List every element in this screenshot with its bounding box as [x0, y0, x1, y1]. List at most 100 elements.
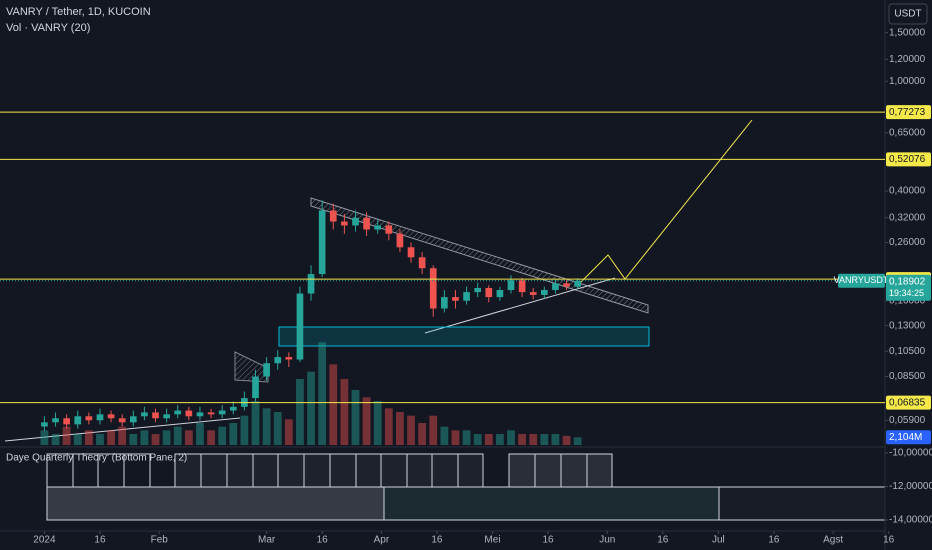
currency[interactable]: USDT: [894, 9, 921, 20]
x-tick-label: Agst: [823, 535, 843, 546]
y-tick-label: 0,05900: [889, 415, 926, 426]
volume-bar: [551, 434, 560, 445]
bottom-pane: [0, 446, 932, 521]
y-tick-label: -10,00000: [889, 448, 932, 459]
x-tick-label: 16: [431, 535, 443, 546]
volume-bar: [518, 434, 527, 445]
currency-button[interactable]: [888, 3, 928, 25]
volume-bar: [429, 415, 438, 445]
volume-bar: [162, 430, 171, 445]
x-tick-label: 16: [317, 535, 329, 546]
box: [406, 453, 433, 488]
candle-body: [563, 283, 570, 287]
y-tick-label: 0,26000: [889, 237, 926, 248]
volume-bar: [262, 408, 271, 445]
candle-body: [341, 221, 348, 226]
candle-body: [518, 280, 526, 293]
candle-body: [85, 416, 93, 421]
projection: [577, 119, 753, 286]
candle-body: [41, 422, 48, 427]
volume-bar: [229, 423, 238, 445]
candle-body: [296, 293, 304, 360]
candle-body: [274, 357, 282, 364]
level-tag: [886, 105, 931, 120]
candle-body: [218, 410, 226, 415]
y-tick-label: 0,13000: [889, 320, 926, 331]
flag: [234, 351, 269, 383]
volume-bar: [284, 419, 293, 445]
volume-bar: [73, 434, 82, 445]
box: [329, 453, 357, 488]
symbol-label: VANRYUSDT: [834, 275, 889, 285]
trend-line: [4, 417, 241, 442]
candle-body: [352, 217, 359, 226]
y-tick-label: 1,00000: [889, 76, 926, 87]
x-tick-label: Jul: [712, 535, 725, 546]
volume-bar: [484, 434, 493, 445]
quarter-box: [383, 486, 720, 521]
volume-bar: [507, 430, 515, 445]
volume-bar: [51, 434, 60, 445]
x-tick-label: 2024: [33, 535, 56, 546]
candle-body: [507, 280, 515, 291]
box: [534, 453, 562, 488]
y-tick-label: 0,08500: [889, 371, 926, 382]
x-tick-label: Mar: [258, 535, 276, 546]
volume-bar: [40, 430, 49, 445]
quarter-box: [718, 486, 886, 521]
candle-body: [529, 292, 537, 295]
candle-body: [418, 257, 426, 269]
volume-bar: [451, 430, 460, 445]
candle-body: [485, 287, 493, 298]
volume-bar: [84, 430, 93, 445]
countdown: 19:34:25: [889, 288, 924, 298]
candle-body: [263, 363, 270, 377]
box: [355, 453, 382, 488]
volume-bar: [396, 412, 404, 445]
volume-bar: [62, 426, 71, 445]
box: [380, 453, 408, 488]
demand-zone: [278, 326, 650, 347]
volume-bar: [351, 390, 360, 445]
volume-bar: [140, 430, 149, 445]
candle-body: [396, 233, 404, 248]
quarter-box: [46, 486, 385, 521]
x-tick-label: Jun: [599, 535, 615, 546]
y-tick-label: 0,10500: [889, 346, 926, 357]
price-tag: [886, 274, 931, 301]
box: [586, 453, 613, 488]
candle-body: [385, 225, 393, 234]
candle-body: [429, 268, 437, 309]
volume-bar: [196, 423, 204, 445]
volume-bar: [462, 430, 471, 445]
candle-body: [52, 418, 59, 423]
volume-bar: [307, 371, 315, 445]
box: [252, 453, 279, 488]
level-label: 0,77273: [889, 107, 926, 118]
descending-channel: [310, 197, 649, 314]
x-tick-label: Feb: [151, 535, 169, 546]
y-tick-label: 0,65000: [889, 127, 926, 138]
y-tick-label: 0,32000: [889, 212, 926, 223]
x-tick-label: Mei: [484, 535, 500, 546]
candle-body: [374, 225, 382, 230]
level-tag: [886, 152, 931, 167]
x-tick-label: 16: [94, 535, 106, 546]
candle-body: [307, 274, 315, 294]
volume-bar: [562, 435, 571, 445]
candle-body: [207, 412, 215, 415]
y-tick-label: 0,40000: [889, 186, 926, 197]
candle-body: [129, 416, 137, 423]
candle-body: [574, 280, 581, 287]
candle-body: [74, 416, 82, 425]
candle-body: [141, 412, 148, 417]
symbol-tag: [838, 273, 885, 288]
volume-bar: [340, 379, 349, 445]
box: [226, 453, 254, 488]
volume-bar: [240, 415, 249, 445]
volume-bar: [440, 426, 449, 445]
volume-bar: [418, 423, 427, 445]
candle-body: [285, 357, 293, 360]
